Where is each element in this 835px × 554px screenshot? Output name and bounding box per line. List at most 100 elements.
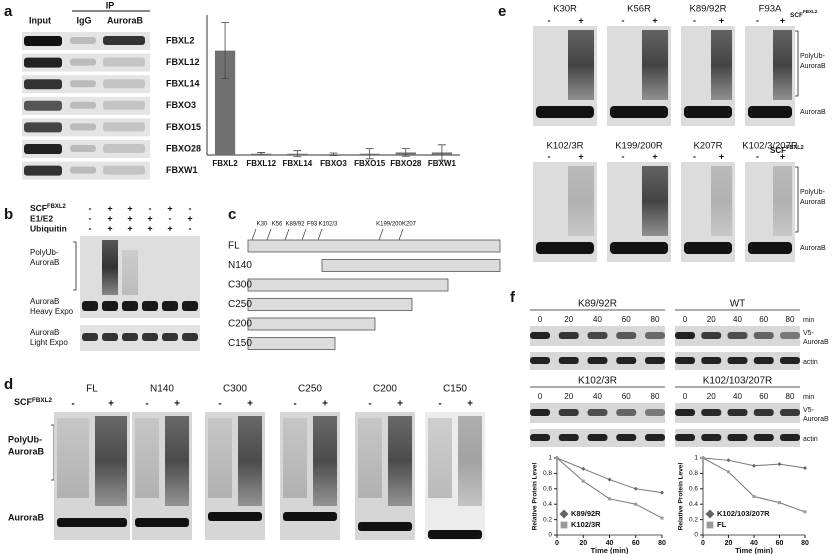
construct-label: FL <box>228 241 240 252</box>
marker <box>608 497 611 501</box>
construct-label: C150 <box>228 338 252 349</box>
blot-band <box>727 332 748 339</box>
row-label: FBXL12 <box>166 57 200 67</box>
blot-band <box>70 123 96 131</box>
label: PolyUb- <box>8 434 42 444</box>
error-bar <box>401 148 410 157</box>
error-bar <box>221 22 230 80</box>
blot-smear <box>135 418 159 498</box>
legend-label: K102/3R <box>571 520 601 529</box>
group-title: K89/92R <box>578 299 617 310</box>
label: AuroraB <box>8 512 45 522</box>
site-label: F93 <box>307 222 318 228</box>
row-label: FBXO3 <box>166 100 196 110</box>
error-bar <box>329 152 338 156</box>
row-label: FBXL14 <box>166 79 200 89</box>
mutant-title: K102/3R <box>547 141 584 152</box>
blot-band <box>558 409 579 416</box>
marker <box>581 479 585 483</box>
blot-band <box>82 301 98 311</box>
sign: - <box>145 399 148 410</box>
sign: + <box>174 399 180 410</box>
scf-superscript: FBXL2 <box>47 204 67 210</box>
panel-letter: d <box>4 376 13 393</box>
time-label: 60 <box>759 392 768 401</box>
blot-band <box>645 434 665 441</box>
site-tick <box>378 228 384 241</box>
marker <box>752 495 756 498</box>
x-tick-label: FBXL2 <box>212 159 238 168</box>
scf-text: SCF <box>30 203 47 213</box>
construct-title: C250 <box>298 384 322 395</box>
time-label: 60 <box>622 392 631 401</box>
legend-label: K102/103/207R <box>717 509 770 518</box>
sign: + <box>187 213 192 223</box>
scf-text: SCF <box>790 12 803 19</box>
sign: + <box>247 399 253 410</box>
y-tick-label: 0.4 <box>689 501 698 508</box>
site-label: K30 <box>257 222 268 228</box>
label: AuroraB <box>803 339 829 346</box>
blot-band <box>558 357 579 364</box>
x-tick-label: 20 <box>579 540 587 547</box>
time-label: 0 <box>683 392 688 401</box>
row-label: FBXO15 <box>166 122 201 132</box>
error-bar <box>293 150 302 158</box>
sign: + <box>780 151 785 161</box>
blot-smear <box>773 166 792 236</box>
time-label: 20 <box>564 315 573 324</box>
sign: + <box>107 223 112 233</box>
blot-band <box>70 37 96 44</box>
construct-bar <box>247 278 449 292</box>
construct-title: C150 <box>443 384 467 395</box>
site-tick <box>284 228 290 241</box>
time-label: 40 <box>593 315 602 324</box>
scf-text: SCF <box>770 146 786 155</box>
sign: - <box>218 399 221 410</box>
panel-letter: e <box>498 3 506 20</box>
blot-band <box>57 518 127 527</box>
label: AuroraB <box>30 297 59 306</box>
sign: + <box>107 213 112 223</box>
blot-band <box>727 409 748 416</box>
marker <box>803 466 807 471</box>
sign: - <box>622 15 625 25</box>
x-tick-label: 40 <box>606 540 614 547</box>
blot-smear <box>102 240 118 295</box>
label: AuroraB <box>30 328 59 337</box>
sign: + <box>578 151 583 161</box>
construct-title: C300 <box>223 384 247 395</box>
sign: + <box>127 203 132 213</box>
label: AuroraB <box>8 446 45 456</box>
blot-band <box>530 409 550 416</box>
blot-band <box>780 357 800 364</box>
construct-bar <box>321 259 501 272</box>
sign: - <box>693 15 696 25</box>
site-tick <box>251 228 257 241</box>
site-label: K207 <box>402 222 417 228</box>
label: AuroraB <box>800 199 826 206</box>
sign: - <box>89 213 92 223</box>
marker <box>607 477 612 482</box>
blot-band <box>102 333 118 341</box>
scf-label: SCFFBXL2 <box>30 203 67 213</box>
blot-smear <box>642 30 668 100</box>
blot-band <box>701 434 722 441</box>
blot-band <box>558 332 579 339</box>
x-axis-label: Time (min) <box>735 546 773 554</box>
bracket <box>795 30 799 97</box>
blot-band <box>24 144 62 154</box>
blot-band <box>610 242 668 254</box>
blot-band <box>70 80 96 88</box>
y-tick-label: 1 <box>548 455 552 462</box>
x-tick-label: FBXL12 <box>246 159 276 168</box>
label: PolyUb- <box>30 248 59 257</box>
x-tick-label: FBXW1 <box>428 159 457 168</box>
marker <box>634 502 638 506</box>
blot-band <box>727 357 748 364</box>
sign: + <box>719 151 724 161</box>
x-tick-label: 60 <box>776 540 784 547</box>
y-tick-label: 0.8 <box>689 470 698 477</box>
y-tick-label: 0.4 <box>543 501 552 508</box>
